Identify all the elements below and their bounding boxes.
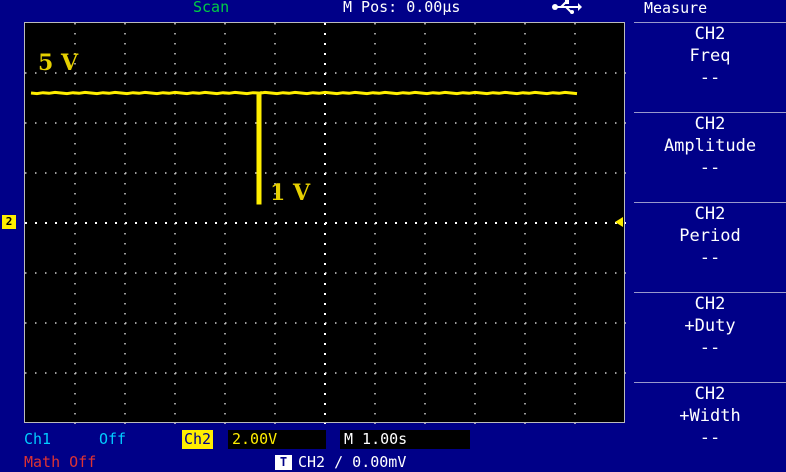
timebase-readout: M 1.00s xyxy=(340,430,470,449)
ch1-label[interactable]: Ch1 xyxy=(24,430,52,448)
menu-item-channel: CH2 xyxy=(694,24,726,44)
menu-item-label: Amplitude xyxy=(663,136,757,156)
main-position-readout: M Pos: 0.00µs xyxy=(343,0,461,16)
voltage-label-low: 1 V xyxy=(270,180,311,206)
menu-item-value: -- xyxy=(699,158,721,178)
menu-item-label: Freq xyxy=(689,46,731,66)
menu-item-label: +Duty xyxy=(684,316,736,336)
menu-item-channel: CH2 xyxy=(694,114,726,134)
menu-item-freq[interactable]: CH2 Freq -- xyxy=(634,22,786,111)
usb-icon xyxy=(552,0,582,18)
ch2-label[interactable]: Ch2 xyxy=(182,430,214,449)
ch1-state: Off xyxy=(99,430,127,448)
voltage-label-high: 5 V xyxy=(38,50,79,76)
menu-item-duty[interactable]: CH2 +Duty -- xyxy=(634,292,786,381)
menu-item-value: -- xyxy=(699,428,721,448)
trigger-readout: CH2 ∕ 0.00mV xyxy=(298,453,407,471)
menu-title: Measure xyxy=(644,0,708,17)
menu-item-channel: CH2 xyxy=(694,294,726,314)
menu-item-channel: CH2 xyxy=(694,384,726,404)
math-status[interactable]: Math Off xyxy=(24,453,97,471)
menu-item-channel: CH2 xyxy=(694,204,726,224)
trigger-level-marker[interactable] xyxy=(615,217,623,227)
menu-item-width[interactable]: CH2 +Width -- xyxy=(634,382,786,471)
acquisition-mode: Scan xyxy=(193,0,230,16)
measure-menu: Measure CH2 Freq -- CH2 Amplitude -- CH2… xyxy=(634,0,786,472)
menu-item-value: -- xyxy=(699,338,721,358)
menu-item-value: -- xyxy=(699,248,721,268)
trigger-icon: T xyxy=(275,455,292,470)
graticule xyxy=(25,23,626,424)
menu-item-label: +Width xyxy=(679,406,741,426)
menu-item-amplitude[interactable]: CH2 Amplitude -- xyxy=(634,112,786,201)
top-bar: Scan M Pos: 0.00µs xyxy=(0,0,634,18)
ch2-ground-marker[interactable]: 2 xyxy=(2,215,16,229)
ch2-volts-per-div: 2.00V xyxy=(228,430,326,449)
waveform-display xyxy=(24,22,626,424)
menu-item-period[interactable]: CH2 Period -- xyxy=(634,202,786,291)
ch2-trace xyxy=(30,90,578,205)
menu-item-value: -- xyxy=(699,68,721,88)
menu-item-label: Period xyxy=(679,226,741,246)
